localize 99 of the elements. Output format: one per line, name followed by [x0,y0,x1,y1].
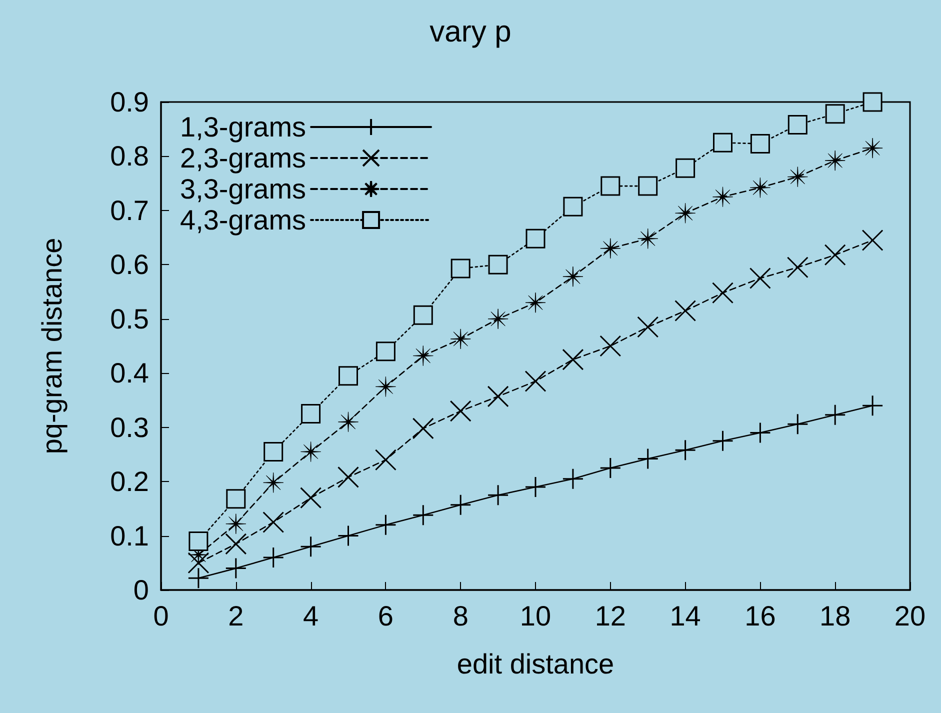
point [525,292,546,313]
point [676,158,696,178]
y-axis-title: pq-gram distance [36,238,68,454]
point [487,386,509,408]
point [788,115,808,135]
point [862,138,883,158]
point [600,238,621,259]
point [188,567,210,589]
point [338,466,359,488]
point [300,441,322,462]
point [750,134,770,154]
point [450,400,472,422]
y-tick-label: 0.6 [110,249,149,280]
point [786,256,808,278]
x-axis-title: edit distance [456,648,614,680]
point [450,494,472,516]
x-tick-label: 6 [378,600,394,632]
point [638,176,658,196]
point [374,514,396,536]
point [674,439,696,461]
point [263,472,284,493]
point [862,92,882,112]
x-tick-label: 0 [153,600,169,632]
point [712,186,733,208]
point [375,376,396,397]
point [526,228,546,248]
point [226,489,246,509]
legend-label: 2,3-grams [180,142,306,174]
point [450,328,471,350]
point [338,366,358,386]
point [638,228,658,249]
point [674,300,696,322]
x-tick-label: 4 [303,600,319,632]
point [488,308,508,330]
legend-label: 3,3-grams [180,174,306,204]
point [300,536,322,558]
legend-label: 4,3-grams [180,204,306,236]
x-tick-label: 16 [744,600,776,632]
point [338,412,358,432]
point [600,335,622,357]
point [713,132,732,152]
point [188,531,208,551]
point [562,348,584,370]
point [824,244,846,266]
point [225,533,247,555]
point [300,487,322,509]
point [226,514,246,534]
point [413,305,433,325]
point [524,370,546,392]
point [786,413,808,435]
point [562,266,584,287]
x-tick-label: 20 [894,600,926,632]
legend-label: 1,3-grams [180,112,306,142]
y-tick-label: 0.2 [110,466,149,498]
y-tick-label: 0 [133,574,149,606]
y-tick-label: 0.1 [110,520,149,552]
y-tick-label: 0.3 [110,412,149,443]
point [825,104,845,124]
point [862,230,884,252]
point [412,504,434,526]
x-tick-label: 12 [594,600,626,632]
point [675,202,696,224]
point [862,394,884,416]
y-tick-label: 0.5 [110,303,149,334]
y-tick-label: 0.4 [110,358,149,389]
x-tick-label: 8 [452,600,468,632]
point [376,342,396,362]
point [188,552,210,574]
point [824,404,846,426]
point [225,558,247,580]
point [301,404,321,424]
x-tick-label: 14 [670,600,701,632]
point [412,346,434,366]
y-tick-label: 0.9 [110,86,149,118]
point [750,177,770,198]
point [264,442,284,462]
point [262,546,284,568]
point [637,316,659,338]
chart-title: vary p [430,16,512,48]
point [824,150,846,171]
point [563,196,583,216]
x-tick-label: 18 [820,600,851,632]
y-tick-label: 0.7 [110,194,149,226]
point [600,457,622,479]
point [488,254,508,274]
point [712,282,734,304]
point [524,476,546,498]
x-tick-label: 10 [520,600,552,632]
point [749,267,771,289]
point [412,418,434,440]
point [487,484,509,506]
point [600,176,620,196]
point [262,511,284,533]
point [787,166,808,188]
point [450,258,470,278]
x-tick-label: 2 [228,600,244,632]
point [562,468,584,490]
point [374,449,396,471]
y-tick-label: 0.8 [110,140,149,172]
